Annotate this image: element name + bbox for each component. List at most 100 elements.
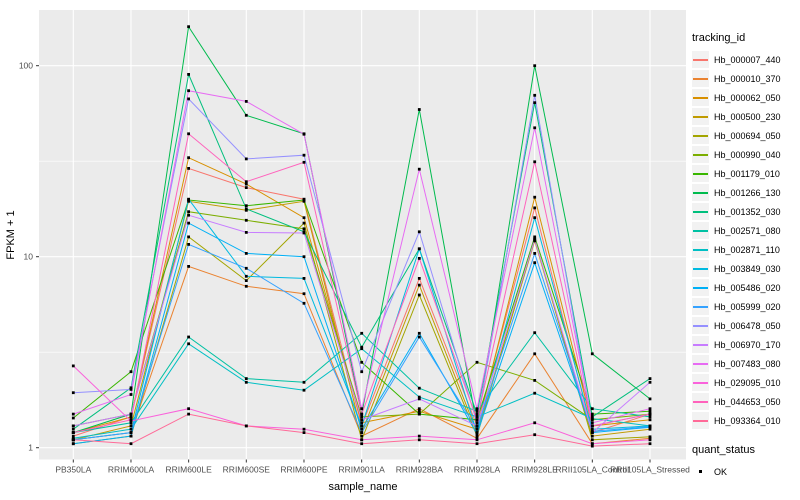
legend-key-icon <box>692 412 709 429</box>
y-axis-title: FPKM + 1 <box>5 210 17 260</box>
legend-item: Hb_000007_440 <box>692 50 798 69</box>
data-point <box>360 427 364 431</box>
data-point <box>360 360 364 364</box>
data-point <box>648 397 652 401</box>
data-point <box>244 231 248 234</box>
data-point <box>533 433 537 437</box>
data-point <box>71 412 75 416</box>
legend-key-icon <box>692 298 709 315</box>
legend-line-swatch <box>693 96 708 99</box>
y-tick-label: 100 <box>19 61 33 71</box>
data-point <box>360 434 364 438</box>
data-point <box>187 73 190 76</box>
data-point <box>417 167 421 171</box>
data-point <box>244 204 248 208</box>
data-point <box>533 101 537 105</box>
data-point <box>129 431 133 434</box>
data-point <box>129 388 133 391</box>
data-point <box>533 206 537 210</box>
data-point <box>590 407 594 411</box>
data-point <box>244 218 248 222</box>
data-point <box>129 418 133 422</box>
data-point <box>475 418 479 422</box>
data-point <box>590 424 594 428</box>
data-point <box>648 409 652 413</box>
legend-key-icon <box>692 127 709 144</box>
data-point <box>648 427 652 431</box>
data-point <box>533 216 537 220</box>
data-point <box>302 227 306 231</box>
data-point <box>187 167 190 170</box>
data-point <box>475 427 479 431</box>
black-square-point-icon <box>699 470 702 473</box>
data-point <box>244 266 248 270</box>
legend-key-icon <box>692 165 709 182</box>
legend-line-swatch <box>693 343 708 346</box>
data-point <box>71 391 75 395</box>
x-tick-label: RRIM600PE <box>280 465 328 475</box>
legend-item: Hb_006970_170 <box>692 335 798 354</box>
data-point <box>302 431 306 434</box>
data-point <box>648 436 652 440</box>
data-point <box>417 108 421 111</box>
data-point <box>417 386 421 390</box>
data-point <box>244 180 248 184</box>
legend-item: Hb_000694_050 <box>692 126 798 145</box>
legend-item: Hb_005999_020 <box>692 297 798 316</box>
data-point <box>360 345 364 349</box>
data-point <box>417 257 421 260</box>
data-point <box>533 379 537 382</box>
data-point <box>244 377 248 380</box>
data-point <box>244 157 248 161</box>
data-point <box>302 153 306 157</box>
data-point <box>71 431 75 434</box>
data-point <box>475 360 479 364</box>
legend-quant-status: quant_status OK <box>692 444 798 481</box>
legend-item-label: Hb_003849_030 <box>714 263 781 274</box>
data-point <box>244 100 248 103</box>
data-point <box>244 207 248 211</box>
data-point <box>129 424 133 428</box>
data-point <box>187 407 190 411</box>
data-point <box>475 415 479 419</box>
data-point <box>187 335 190 339</box>
data-point <box>475 412 479 416</box>
quant-item-label: OK <box>714 466 728 477</box>
data-point <box>590 415 594 419</box>
data-point <box>648 442 652 446</box>
data-point <box>187 265 190 268</box>
data-point <box>129 412 133 416</box>
data-point <box>360 421 364 425</box>
legend-item: Hb_001352_030 <box>692 202 798 221</box>
legend-quant-items: OK <box>692 462 798 481</box>
legend-key-icon <box>692 51 709 68</box>
data-point <box>533 93 537 97</box>
data-point <box>244 182 248 186</box>
data-point <box>71 434 75 438</box>
legend-item: Hb_002571_080 <box>692 221 798 240</box>
legend-line-swatch <box>693 400 708 403</box>
data-point <box>417 412 421 416</box>
legend-item-quant: OK <box>692 462 798 481</box>
legend-key-icon <box>692 336 709 353</box>
y-tick-label: 1 <box>28 443 33 453</box>
legend-item-label: Hb_002871_110 <box>714 244 780 255</box>
legend-line-swatch <box>693 419 708 422</box>
data-point <box>71 442 75 446</box>
x-tick-label: RRII105LA_Control <box>555 465 629 475</box>
data-point <box>302 427 306 431</box>
data-point <box>302 160 306 164</box>
data-point <box>533 238 537 241</box>
data-point <box>533 64 537 68</box>
data-point <box>129 415 133 419</box>
data-point <box>533 252 537 255</box>
quant-key-icon <box>692 463 709 480</box>
data-point <box>187 97 190 101</box>
data-point <box>648 407 652 411</box>
data-point <box>129 370 133 374</box>
x-tick-label: RRII105LA_Stressed <box>610 465 690 475</box>
legend-line-swatch <box>693 229 708 232</box>
data-point <box>302 388 306 392</box>
